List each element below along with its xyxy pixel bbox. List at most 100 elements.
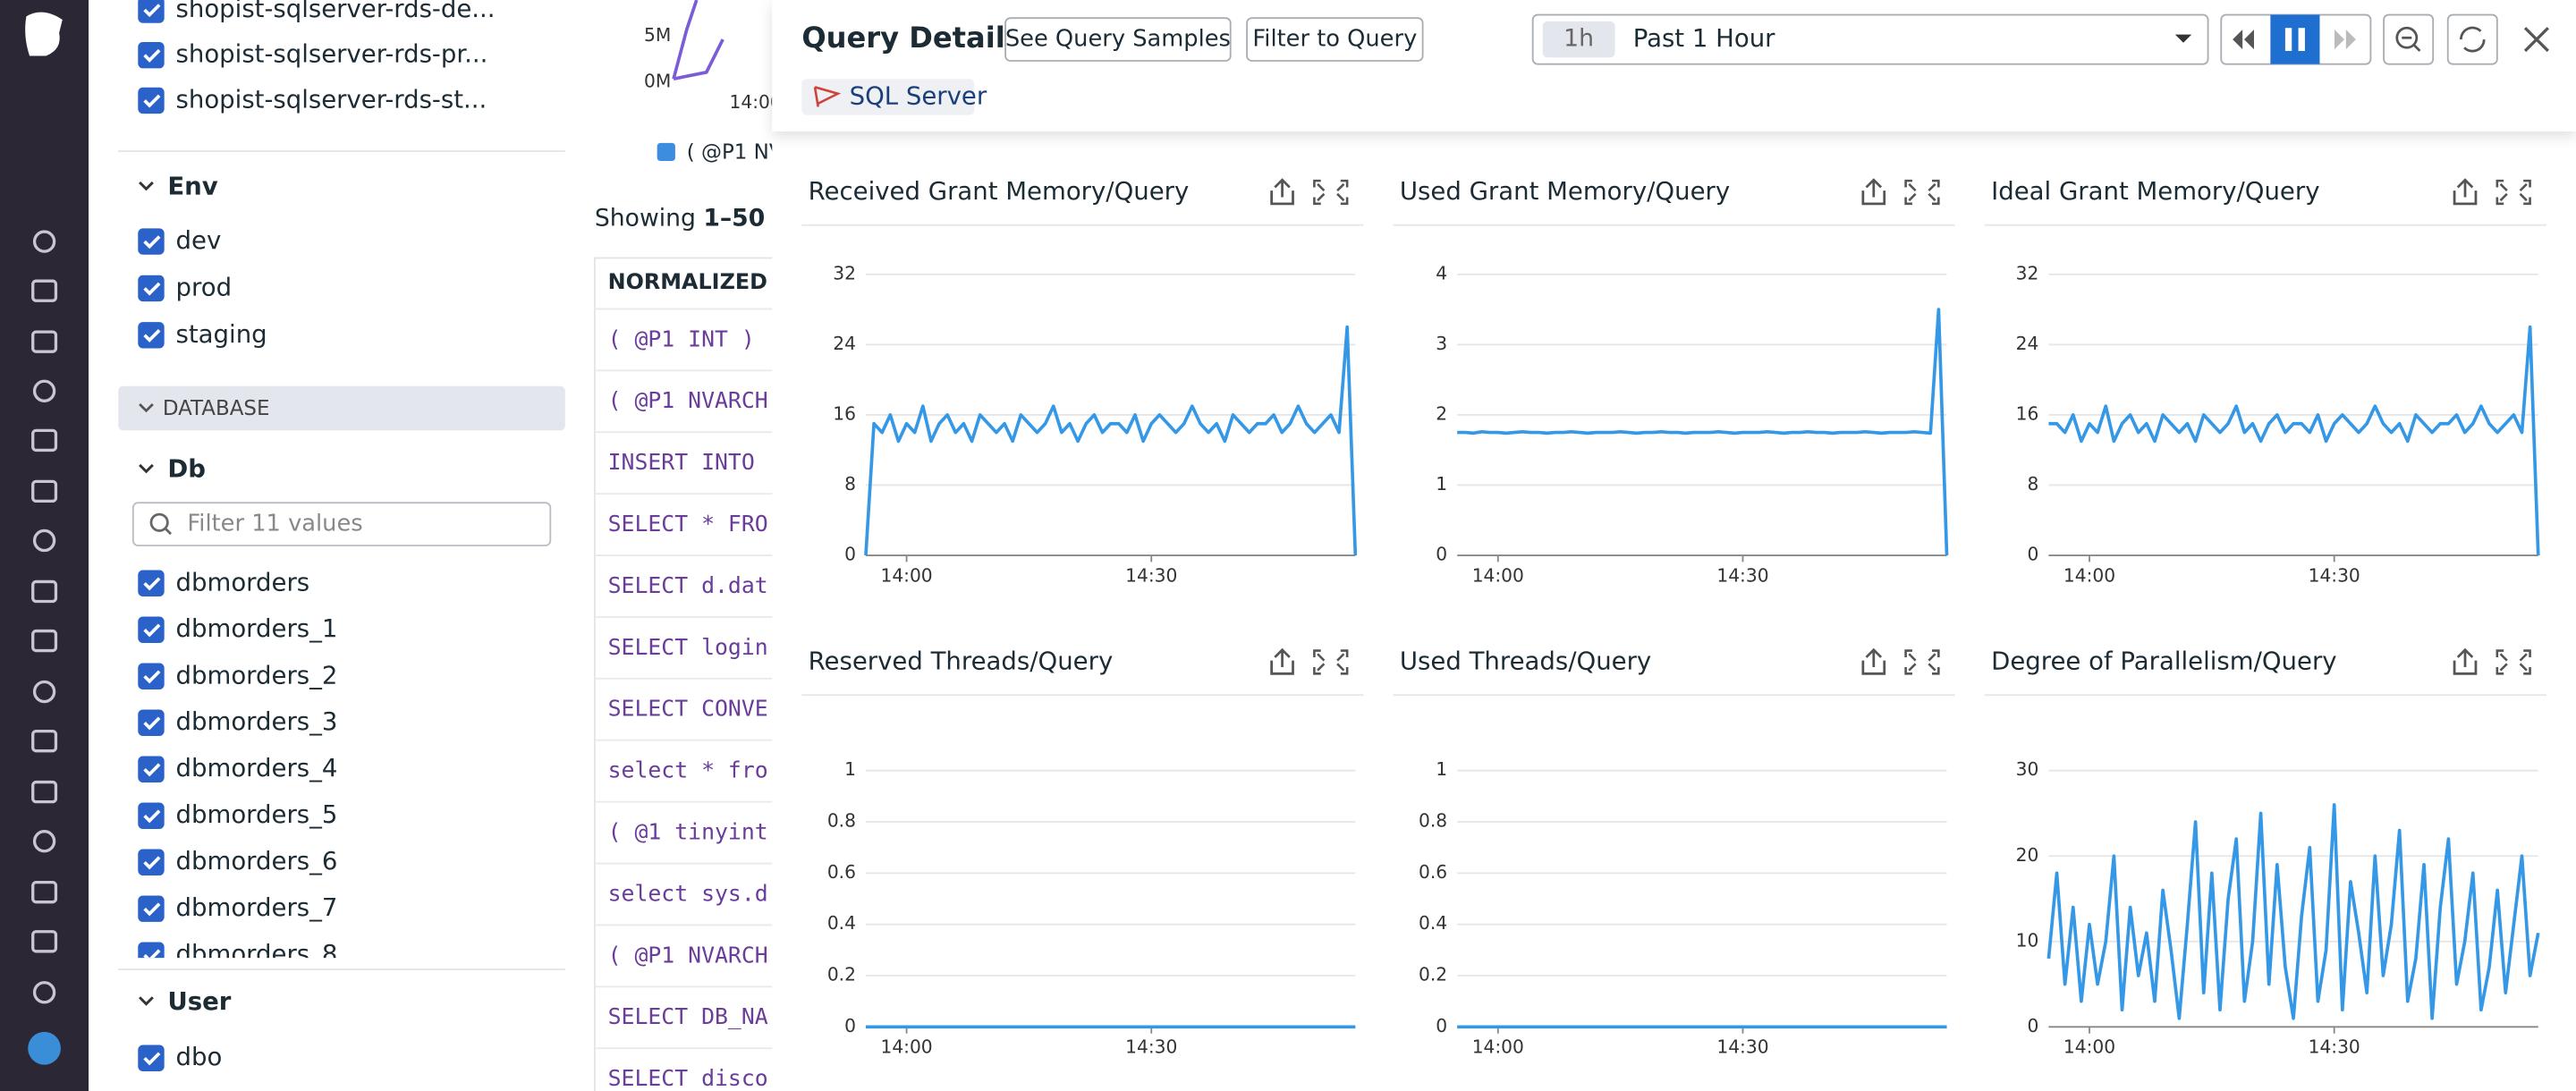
sql-server-icon [813, 86, 842, 107]
checkbox[interactable] [138, 42, 165, 69]
checkmark [143, 4, 161, 18]
logo[interactable] [25, 12, 63, 56]
pause-button[interactable] [2270, 14, 2320, 64]
expand-icon[interactable] [2496, 179, 2531, 206]
nav-icon[interactable] [31, 629, 58, 653]
facet-item: dev [176, 226, 222, 255]
checkbox[interactable] [138, 1044, 165, 1071]
chart-title: Used Grant Memory/Query [1400, 177, 1730, 206]
nav-icon[interactable] [31, 279, 58, 302]
facet-title: Env [167, 172, 217, 200]
showing-text: Showing 1–50 of [595, 204, 796, 232]
facet-item: dbmorders_4 [176, 754, 338, 782]
checkmark [143, 282, 161, 296]
checkbox[interactable] [138, 895, 165, 922]
button[interactable] [1004, 17, 1232, 62]
checkbox[interactable] [138, 275, 165, 302]
checkbox[interactable] [138, 709, 165, 736]
expand-icon[interactable] [2496, 649, 2531, 675]
facet-title: User [167, 987, 231, 1016]
nav-icon[interactable] [31, 930, 58, 953]
export-icon[interactable] [1270, 178, 1294, 206]
facet-item: prod [176, 273, 233, 301]
expand-icon[interactable] [1904, 179, 1940, 206]
section-band [118, 385, 565, 431]
nav-icon[interactable] [31, 479, 58, 503]
chevron [139, 996, 154, 1006]
nav-icon[interactable] [31, 780, 58, 804]
export-icon[interactable] [1270, 647, 1294, 675]
checkbox[interactable] [138, 87, 165, 114]
checkbox[interactable] [138, 228, 165, 255]
refresh-button[interactable] [2446, 13, 2498, 65]
zoom-out-button[interactable] [2383, 13, 2435, 65]
button-label[interactable]: Filter to Query [1252, 26, 1417, 53]
query-row: SELECT * FRO [608, 511, 768, 537]
x-tick-label: 14:00 [880, 1036, 932, 1058]
checkmark [143, 763, 161, 777]
rewind-button[interactable] [2233, 30, 2254, 50]
x-tick-label: 14:00 [2063, 564, 2115, 586]
series-line [1457, 308, 1949, 556]
chart-title: Degree of Parallelism/Query [1991, 647, 2336, 675]
checkbox[interactable] [138, 322, 165, 349]
chart-title: Reserved Threads/Query [809, 647, 1114, 675]
checkbox[interactable] [138, 802, 165, 829]
nav-icon[interactable] [32, 529, 56, 553]
avatar[interactable] [28, 1031, 61, 1065]
nav-icon[interactable] [32, 379, 56, 402]
time-picker[interactable] [1531, 13, 2209, 65]
nav-icon[interactable] [32, 230, 56, 253]
y-tick-label: 32 [2016, 262, 2039, 283]
checkmark [143, 623, 161, 638]
x-tick-label: 14:30 [1716, 564, 1768, 586]
nav-icon[interactable] [32, 680, 56, 704]
nav-icon[interactable] [31, 330, 58, 353]
nav-icon[interactable] [31, 729, 58, 753]
export-icon[interactable] [2453, 178, 2478, 206]
nav-icon[interactable] [31, 579, 58, 604]
details-panel [772, 0, 2576, 1091]
expand-icon[interactable] [1904, 649, 1940, 675]
series-line [2046, 803, 2540, 1020]
x-tick-label: 14:00 [2063, 1036, 2115, 1058]
refresh-icon [2460, 26, 2486, 53]
y-tick-label: 0.2 [827, 964, 856, 985]
checkmark [143, 48, 161, 63]
checkmark [143, 329, 161, 343]
y-tick-label: 0 [844, 544, 856, 565]
expand-icon[interactable] [1313, 649, 1349, 675]
nav-icon[interactable] [32, 981, 56, 1004]
y-tick-label: 1 [844, 758, 856, 780]
export-icon[interactable] [2453, 647, 2478, 675]
checkbox[interactable] [138, 663, 165, 689]
y-tick-label: 24 [2016, 333, 2039, 354]
checkmark [143, 1052, 161, 1066]
checkbox[interactable] [138, 616, 165, 643]
x-tick-label: 14:00 [880, 564, 932, 586]
axis-label: 0M [644, 70, 671, 91]
y-tick-label: 0.6 [827, 861, 856, 883]
caret [2174, 34, 2192, 43]
button[interactable] [1246, 17, 1424, 62]
checkbox[interactable] [138, 570, 165, 596]
expand-icon[interactable] [1313, 179, 1349, 206]
search-box[interactable] [131, 502, 552, 546]
button-label[interactable]: See Query Samples [1005, 26, 1231, 53]
export-icon[interactable] [1861, 178, 1886, 206]
export-icon[interactable] [1861, 647, 1886, 675]
checkmark [143, 949, 161, 959]
query-row: ( @1 tinyint [608, 819, 768, 845]
close-button[interactable] [2523, 27, 2549, 53]
checkbox[interactable] [138, 756, 165, 782]
nav-icon[interactable] [32, 830, 56, 853]
y-tick-label: 16 [833, 402, 856, 424]
x-tick-label: 14:00 [1472, 1036, 1524, 1058]
checkbox[interactable] [138, 849, 165, 875]
nav-icon[interactable] [31, 881, 58, 904]
facet-item: dbmorders_6 [176, 847, 338, 875]
forward-button[interactable] [2334, 30, 2356, 50]
nav-icon[interactable] [31, 428, 58, 452]
y-tick-label: 4 [1436, 262, 1447, 283]
